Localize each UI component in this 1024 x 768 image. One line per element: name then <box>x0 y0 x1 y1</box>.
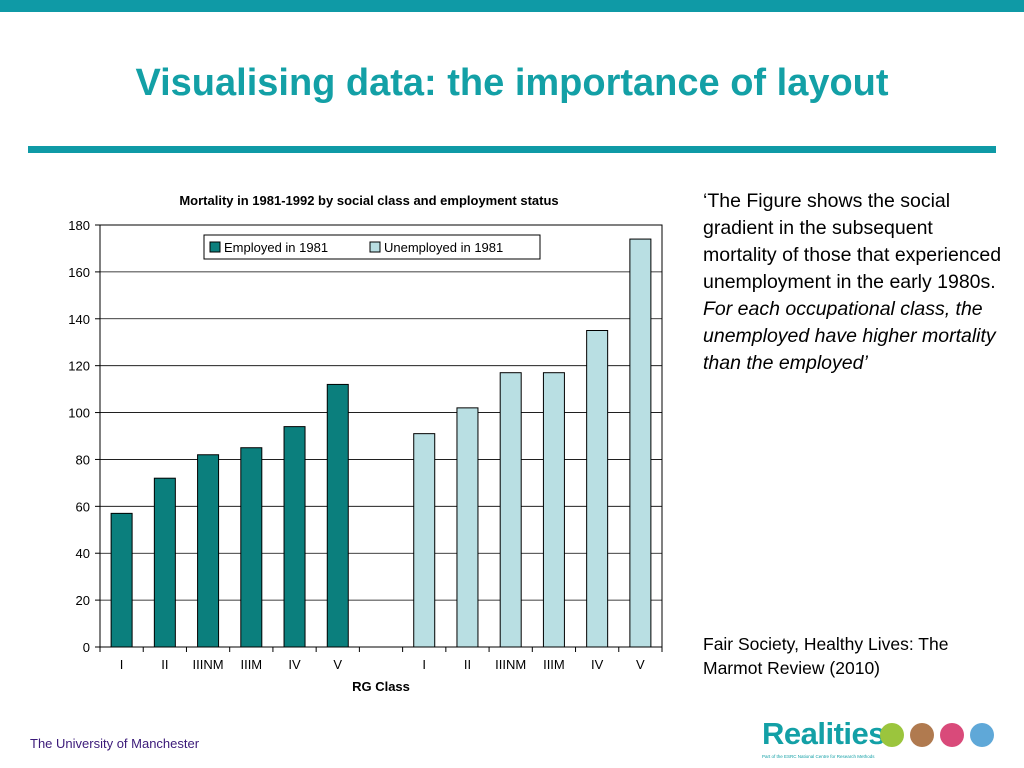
y-tick-label: 40 <box>76 546 90 561</box>
x-tick-label: V <box>636 657 645 672</box>
top-accent-bar <box>0 0 1024 12</box>
quote-plain: ‘The Figure shows the social gradient in… <box>703 190 1002 293</box>
y-tick-label: 140 <box>68 312 90 327</box>
slide-title: Visualising data: the importance of layo… <box>135 62 889 104</box>
y-tick-label: 120 <box>68 359 90 374</box>
legend-label: Unemployed in 1981 <box>384 240 503 255</box>
x-tick-label: IIINM <box>495 657 526 672</box>
legend-label: Employed in 1981 <box>224 240 328 255</box>
bar <box>456 407 479 648</box>
x-tick-label: I <box>422 657 426 672</box>
x-tick-label: IIIM <box>543 657 565 672</box>
quote-text: ‘The Figure shows the social gradient in… <box>703 188 1003 377</box>
bar <box>413 433 436 648</box>
quote-italic: For each occupational class, the unemplo… <box>703 298 996 374</box>
y-tick-label: 160 <box>68 265 90 280</box>
legend-swatch <box>209 241 221 253</box>
y-tick-label: 80 <box>76 452 90 467</box>
logo-subtext: Part of the ESRC National Centre for Res… <box>762 754 875 759</box>
logo-images-icon <box>880 723 994 747</box>
plot-frame <box>99 224 663 648</box>
x-tick-label: II <box>464 657 471 672</box>
bar <box>153 477 176 648</box>
legend-swatch <box>369 241 381 253</box>
chart-svg: Mortality in 1981-1992 by social class a… <box>68 193 663 694</box>
bar <box>240 447 263 648</box>
x-tick-label: I <box>120 657 124 672</box>
y-tick-label: 180 <box>68 218 90 233</box>
x-tick-label: II <box>161 657 168 672</box>
bar <box>283 426 306 648</box>
y-tick-label: 0 <box>83 640 90 655</box>
title-divider <box>28 146 996 153</box>
x-tick-label: IIINM <box>193 657 224 672</box>
bar <box>629 238 652 648</box>
y-tick-label: 60 <box>76 499 90 514</box>
x-tick-label: IIIM <box>240 657 262 672</box>
source-citation: Fair Society, Healthy Lives: The Marmot … <box>703 634 949 678</box>
bar <box>499 372 522 648</box>
x-tick-label: IV <box>591 657 604 672</box>
bar <box>110 512 133 648</box>
logo-text: Realities <box>762 716 886 751</box>
x-tick-label: IV <box>288 657 301 672</box>
x-axis-label: RG Class <box>352 679 410 694</box>
x-tick-label: V <box>333 657 342 672</box>
university-name: The University of Manchester <box>30 736 200 751</box>
bar <box>197 454 220 648</box>
bar <box>326 383 349 648</box>
bar <box>542 372 565 648</box>
mortality-chart: Mortality in 1981-1992 by social class a… <box>50 185 680 710</box>
realities-logo: Realities Part of the ESRC National Cent… <box>762 716 1002 762</box>
y-tick-label: 20 <box>76 593 90 608</box>
y-tick-label: 100 <box>68 406 90 421</box>
chart-title: Mortality in 1981-1992 by social class a… <box>179 193 558 208</box>
bar <box>586 330 609 648</box>
